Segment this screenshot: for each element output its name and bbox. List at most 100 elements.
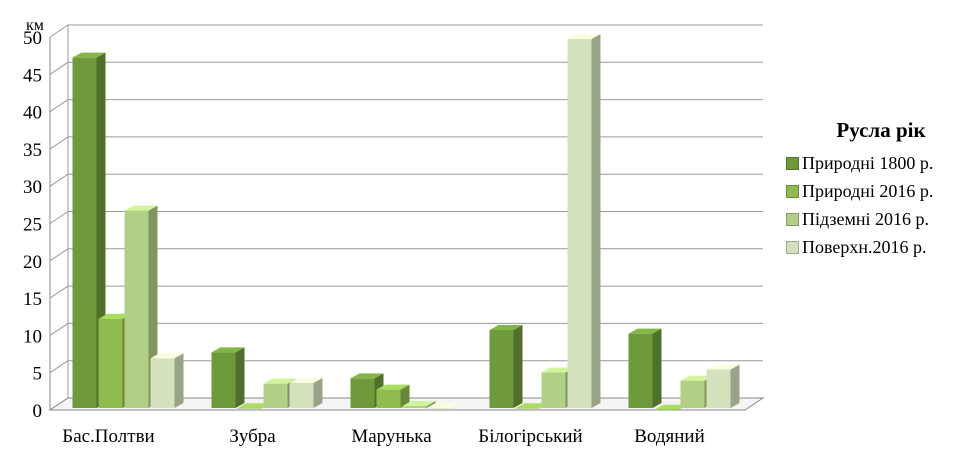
y-tick-label: 50 bbox=[23, 28, 42, 49]
category-labels: Бас.Полтви Зубра Марунька Білогірський Водян… bbox=[62, 426, 704, 447]
legend-item: Поверхн.2016 р. bbox=[786, 233, 976, 261]
y-tick-label: 10 bbox=[23, 326, 42, 347]
bar bbox=[706, 364, 740, 408]
bar-front bbox=[150, 358, 175, 408]
bar-top bbox=[237, 403, 271, 409]
bar-side bbox=[235, 347, 245, 408]
bar bbox=[567, 34, 601, 408]
gridline-slant-30 bbox=[49, 173, 69, 187]
category-label: Водяний bbox=[634, 426, 705, 447]
legend-swatch bbox=[786, 212, 799, 226]
legend-items: Природні 1800 р. Природні 2016 р. Підземні… bbox=[786, 149, 976, 261]
bar bbox=[150, 353, 184, 408]
bar-top bbox=[428, 403, 462, 409]
category-label: Зубра bbox=[229, 426, 276, 447]
bar-top bbox=[211, 347, 245, 353]
bar-front bbox=[541, 372, 566, 408]
bar-side bbox=[400, 384, 410, 408]
y-axis-ticks: 0 5 10 15 20 25 30 35 40 45 50 bbox=[23, 28, 42, 422]
y-tick-label: 30 bbox=[23, 177, 42, 198]
y-tick-label: 45 bbox=[23, 65, 42, 86]
bar-top bbox=[72, 52, 106, 58]
bar-front bbox=[428, 408, 453, 409]
bar-front bbox=[376, 389, 401, 408]
bar bbox=[489, 324, 523, 408]
bar-top bbox=[628, 328, 662, 334]
bar bbox=[628, 328, 662, 408]
gridline-slant-35 bbox=[49, 136, 69, 150]
bar-top bbox=[289, 377, 323, 383]
bar-front bbox=[350, 378, 375, 408]
y-tick-label: 20 bbox=[23, 252, 42, 273]
legend-label: Природні 1800 р. bbox=[802, 152, 934, 173]
legend-label: Природні 2016 р. bbox=[802, 180, 934, 201]
gridline-slant-45 bbox=[49, 61, 69, 75]
bar-front bbox=[706, 369, 731, 408]
bar-front bbox=[211, 352, 236, 408]
y-tick-label: 40 bbox=[23, 103, 42, 124]
y-tick-label: 35 bbox=[23, 140, 42, 161]
bar-front bbox=[237, 408, 262, 409]
gridline-slant-10 bbox=[49, 322, 69, 336]
bar-side bbox=[174, 353, 184, 408]
bar-top bbox=[489, 324, 523, 330]
bar-side bbox=[313, 377, 323, 408]
bar-side bbox=[652, 328, 662, 408]
gridline-slant-25 bbox=[49, 211, 69, 224]
legend: Русла рік Природні 1800 р. Природні 2016 … bbox=[786, 118, 976, 261]
legend-label: Поверхн.2016 р. bbox=[802, 236, 927, 257]
bar-side bbox=[591, 34, 601, 408]
bar-front bbox=[515, 408, 540, 409]
category-label: Марунька bbox=[351, 426, 432, 447]
bar-front bbox=[489, 329, 514, 408]
bar-side bbox=[513, 324, 523, 408]
bar-front bbox=[289, 382, 314, 408]
legend-swatch bbox=[786, 156, 799, 170]
legend-item: Природні 2016 р. bbox=[786, 177, 976, 205]
bar-top bbox=[567, 34, 601, 39]
gridline-slant-50 bbox=[49, 24, 69, 38]
bar-front bbox=[654, 409, 679, 411]
bar-top bbox=[376, 384, 410, 390]
bar bbox=[428, 403, 462, 409]
category-label: Білогірський bbox=[478, 426, 582, 447]
bar-side bbox=[730, 364, 740, 408]
bar-top bbox=[402, 401, 436, 407]
legend-title: Русла рік bbox=[836, 118, 926, 142]
bar bbox=[289, 377, 323, 408]
gridline-slant-20 bbox=[49, 248, 69, 262]
legend-label: Підземні 2016 р. bbox=[802, 208, 930, 229]
bar-side bbox=[426, 401, 436, 408]
category-label: Бас.Полтви bbox=[62, 426, 154, 447]
bar-top bbox=[150, 353, 184, 359]
gridline-slant-5 bbox=[49, 360, 69, 374]
y-tick-label: 15 bbox=[23, 289, 42, 310]
legend-swatch bbox=[786, 184, 799, 198]
bar-front bbox=[567, 39, 592, 408]
bar bbox=[211, 347, 245, 408]
bar-front bbox=[124, 210, 149, 408]
bars bbox=[72, 34, 740, 411]
bar-front bbox=[628, 333, 653, 408]
y-tick-label: 25 bbox=[23, 215, 42, 236]
legend-swatch bbox=[786, 240, 799, 254]
bar-front bbox=[98, 318, 123, 408]
bar-front bbox=[402, 406, 427, 408]
bar-top bbox=[350, 373, 384, 379]
bar-front bbox=[680, 380, 705, 408]
legend-item: Підземні 2016 р. bbox=[786, 205, 976, 233]
bar-front bbox=[72, 57, 97, 409]
bar bbox=[72, 52, 106, 409]
legend-item: Природні 1800 р. bbox=[786, 149, 976, 177]
y-unit-label: км bbox=[26, 17, 44, 34]
bar bbox=[402, 401, 436, 408]
bar-top bbox=[515, 403, 549, 409]
bar-top bbox=[706, 364, 740, 370]
gridline-slant-15 bbox=[49, 285, 69, 299]
bar-front bbox=[263, 383, 288, 408]
bar bbox=[376, 384, 410, 408]
y-tick-label: 5 bbox=[33, 364, 43, 385]
bar-top bbox=[124, 205, 158, 211]
bar-top bbox=[98, 313, 132, 319]
